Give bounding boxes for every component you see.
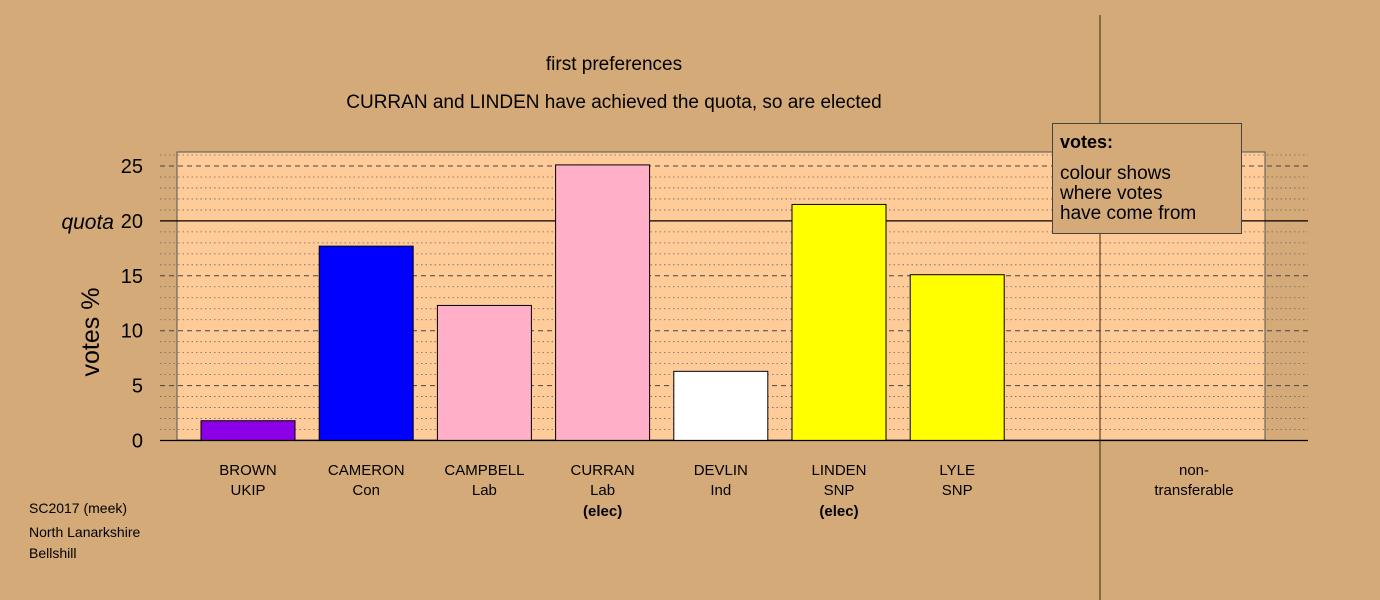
x-label-party: Lab bbox=[472, 482, 497, 499]
bar-linden bbox=[791, 203, 887, 441]
y-tick-label: 0 bbox=[132, 431, 143, 453]
y-axis: 0 5 10 15 20 25 bbox=[121, 156, 143, 453]
bar-cameron bbox=[318, 245, 414, 441]
x-label-name: CURRAN bbox=[571, 462, 635, 479]
x-label-party: UKIP bbox=[230, 482, 265, 499]
quota-label: quota bbox=[61, 211, 114, 234]
x-label-party: Lab bbox=[590, 482, 615, 499]
y-tick-label: 10 bbox=[121, 321, 143, 343]
legend: votes: colour shows where votes have com… bbox=[1052, 123, 1242, 234]
footer-line-3: Bellshill bbox=[29, 545, 76, 561]
chart-title: first preferences bbox=[546, 54, 682, 75]
x-label-party: SNP bbox=[824, 482, 855, 499]
y-tick-label: 25 bbox=[121, 156, 143, 178]
x-axis: BROWN UKIP CAMERON Con CAMPBELL Lab CURRAN Lab (… bbox=[219, 462, 975, 520]
x-label-name: DEVLIN bbox=[694, 462, 748, 479]
y-tick-label: 5 bbox=[132, 376, 143, 398]
x-label-party: Ind bbox=[710, 482, 731, 499]
y-axis-label: votes % bbox=[77, 288, 105, 377]
nontransferable-label-2: transferable bbox=[1154, 482, 1233, 499]
bar-campbell bbox=[436, 304, 532, 442]
bar-brown bbox=[200, 420, 296, 441]
x-label-name: CAMPBELL bbox=[444, 462, 524, 479]
legend-title: votes: bbox=[1060, 132, 1113, 152]
chart-subtitle: CURRAN and LINDEN have achieved the quot… bbox=[346, 92, 881, 113]
y-tick-label: 15 bbox=[121, 266, 143, 288]
x-label-name: LYLE bbox=[939, 462, 975, 479]
y-tick-label: 20 bbox=[121, 211, 143, 233]
x-label-elected: (elec) bbox=[819, 503, 858, 520]
footer-line-1: SC2017 (meek) bbox=[29, 500, 127, 516]
legend-line-3: have come from bbox=[1060, 203, 1196, 224]
bar-lyle bbox=[909, 274, 1005, 441]
legend-line-2: where votes bbox=[1059, 183, 1162, 204]
legend-line-1: colour shows bbox=[1060, 163, 1171, 184]
nontransferable-label-1: non- bbox=[1179, 462, 1209, 479]
x-label-name: BROWN bbox=[219, 462, 277, 479]
legend-box bbox=[1052, 123, 1242, 234]
bars bbox=[200, 164, 1005, 442]
x-label-name: CAMERON bbox=[328, 462, 405, 479]
x-label-name: LINDEN bbox=[811, 462, 866, 479]
bar-curran bbox=[555, 164, 651, 441]
x-label-party: SNP bbox=[942, 482, 973, 499]
x-label-party: Con bbox=[352, 482, 380, 499]
bar-devlin bbox=[673, 370, 769, 441]
x-label-elected: (elec) bbox=[583, 503, 622, 520]
footer-line-2: North Lanarkshire bbox=[29, 524, 140, 540]
